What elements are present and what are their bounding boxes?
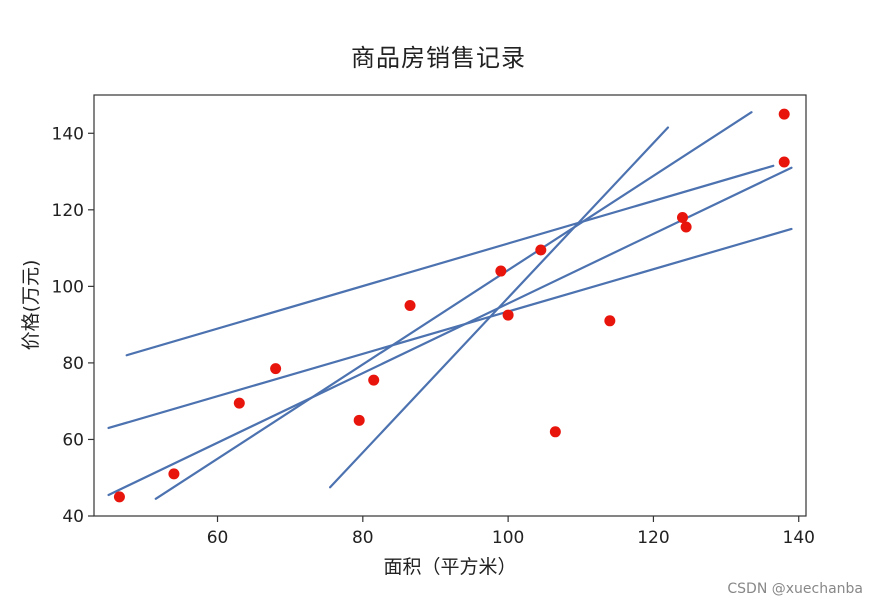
y-tick-label: 140 bbox=[52, 124, 84, 144]
y-axis-label: 价格(万元) bbox=[20, 259, 42, 351]
data-point bbox=[676, 211, 688, 223]
y-tick-label: 120 bbox=[52, 201, 84, 221]
fit-line bbox=[107, 166, 793, 497]
data-point bbox=[604, 315, 616, 327]
data-point bbox=[113, 491, 125, 503]
fit-line bbox=[329, 126, 670, 489]
y-tick-label: 80 bbox=[62, 354, 84, 374]
plot-frame bbox=[93, 94, 807, 517]
data-point bbox=[368, 374, 380, 386]
data-point bbox=[778, 156, 790, 168]
data-point bbox=[353, 414, 365, 426]
y-tick-label: 40 bbox=[62, 507, 84, 527]
x-tick-label: 140 bbox=[783, 528, 815, 548]
data-point bbox=[502, 309, 514, 321]
x-tick-label: 100 bbox=[492, 528, 524, 548]
x-tick-label: 120 bbox=[637, 528, 669, 548]
fit-line bbox=[154, 111, 753, 500]
data-point bbox=[168, 468, 180, 480]
data-point bbox=[535, 244, 547, 256]
data-point bbox=[495, 265, 507, 277]
x-tick-label: 80 bbox=[352, 528, 374, 548]
data-point bbox=[404, 300, 416, 311]
y-tick-label: 60 bbox=[62, 430, 84, 450]
x-tick-label: 60 bbox=[207, 528, 229, 548]
data-point bbox=[549, 426, 561, 438]
data-point bbox=[233, 397, 245, 409]
data-point bbox=[680, 221, 692, 233]
chart-title: 商品房销售记录 bbox=[351, 44, 526, 72]
fit-line bbox=[107, 227, 793, 430]
data-point bbox=[270, 363, 282, 375]
data-point bbox=[778, 108, 790, 120]
fit-line bbox=[125, 164, 775, 357]
y-tick-label: 100 bbox=[52, 277, 84, 297]
watermark: CSDN @xuechanba bbox=[727, 581, 863, 597]
x-axis-label: 面积（平方米） bbox=[383, 556, 517, 578]
